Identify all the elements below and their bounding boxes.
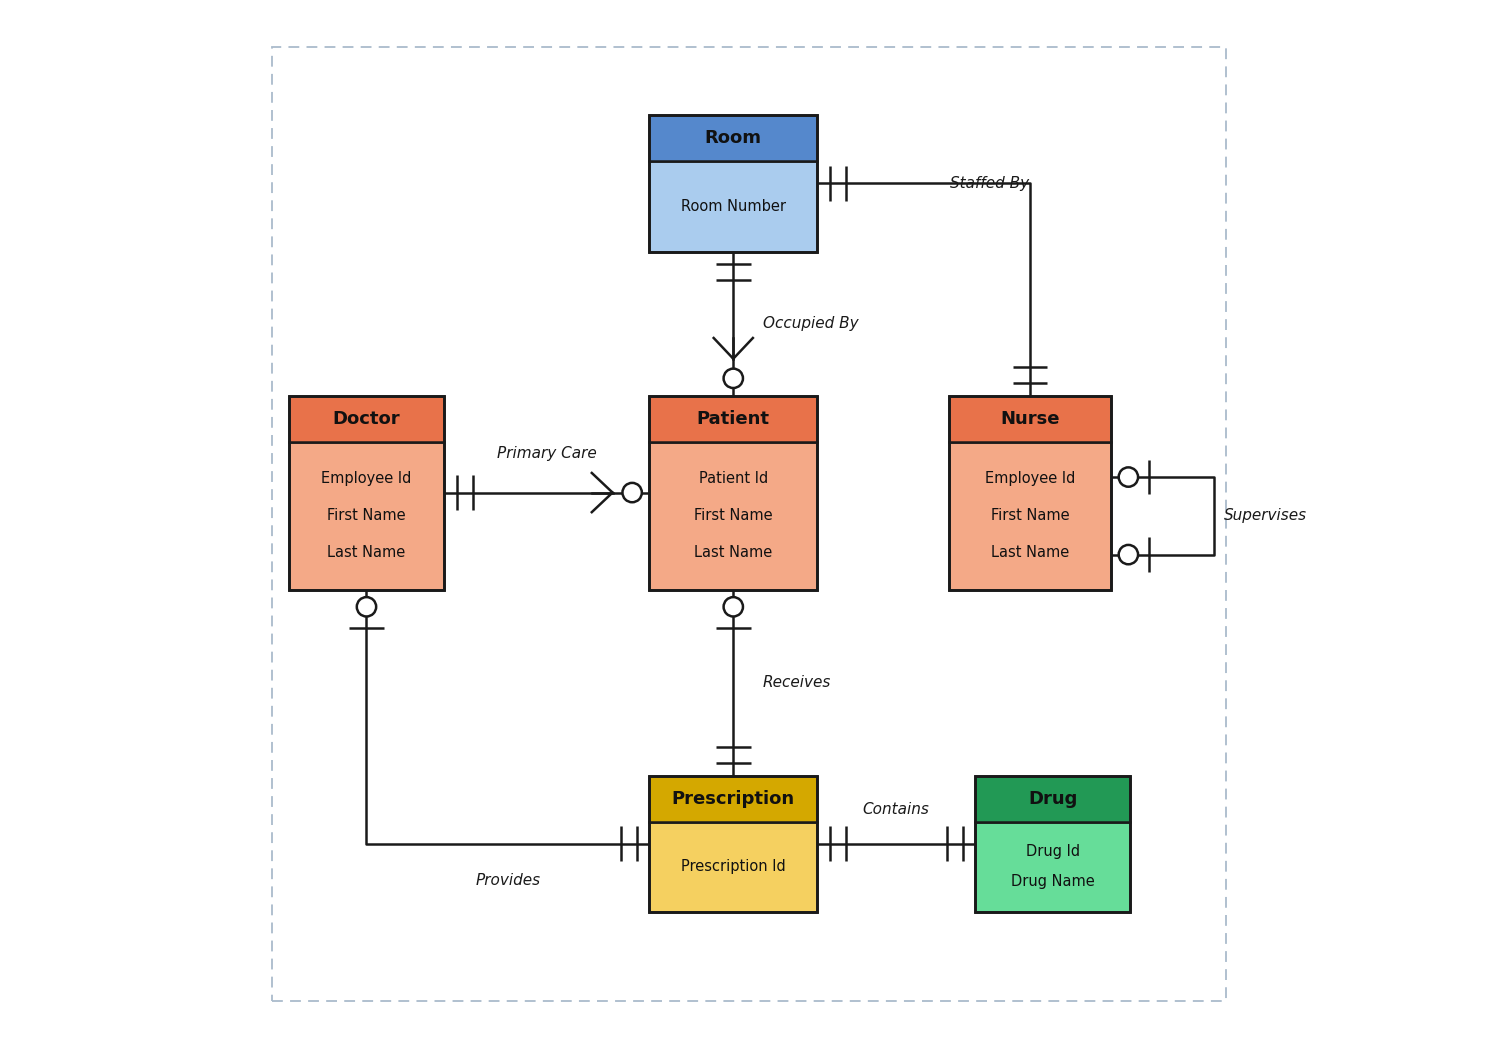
Text: Contains: Contains	[863, 803, 930, 817]
FancyBboxPatch shape	[975, 822, 1131, 912]
Text: Patient Id: Patient Id	[698, 472, 768, 486]
Text: Last Name: Last Name	[694, 545, 773, 560]
Circle shape	[724, 597, 743, 616]
FancyBboxPatch shape	[289, 442, 443, 589]
Text: Room: Room	[704, 129, 762, 148]
Text: Drug Name: Drug Name	[1011, 874, 1095, 889]
Text: Last Name: Last Name	[328, 545, 406, 560]
Circle shape	[1119, 467, 1138, 486]
Text: Doctor: Doctor	[333, 410, 400, 428]
Text: Receives: Receives	[762, 675, 831, 690]
FancyBboxPatch shape	[650, 822, 816, 912]
FancyBboxPatch shape	[289, 395, 443, 442]
Text: Drug Id: Drug Id	[1026, 845, 1080, 859]
Text: First Name: First Name	[694, 508, 773, 523]
Text: Staffed By: Staffed By	[950, 176, 1029, 191]
Text: Prescription Id: Prescription Id	[682, 859, 785, 874]
Text: Employee Id: Employee Id	[984, 472, 1076, 486]
Text: Patient: Patient	[697, 410, 770, 428]
Text: Occupied By: Occupied By	[762, 316, 858, 331]
FancyBboxPatch shape	[650, 395, 816, 442]
Text: Provides: Provides	[475, 873, 541, 888]
FancyBboxPatch shape	[975, 776, 1131, 822]
Circle shape	[623, 483, 641, 502]
Text: Nurse: Nurse	[1001, 410, 1059, 428]
Circle shape	[1119, 545, 1138, 564]
FancyBboxPatch shape	[948, 395, 1112, 442]
FancyBboxPatch shape	[650, 776, 816, 822]
Text: Prescription: Prescription	[671, 789, 795, 808]
Text: Drug: Drug	[1028, 789, 1077, 808]
Circle shape	[724, 369, 743, 388]
FancyBboxPatch shape	[650, 442, 816, 589]
FancyBboxPatch shape	[650, 161, 816, 252]
Circle shape	[357, 597, 376, 616]
FancyBboxPatch shape	[948, 442, 1112, 589]
Text: Employee Id: Employee Id	[321, 472, 412, 486]
Text: First Name: First Name	[990, 508, 1070, 523]
Text: Primary Care: Primary Care	[497, 446, 596, 461]
Text: Room Number: Room Number	[680, 199, 786, 214]
Text: Supervises: Supervises	[1224, 508, 1308, 523]
Text: First Name: First Name	[327, 508, 406, 523]
Text: Last Name: Last Name	[990, 545, 1070, 560]
FancyBboxPatch shape	[650, 115, 816, 161]
